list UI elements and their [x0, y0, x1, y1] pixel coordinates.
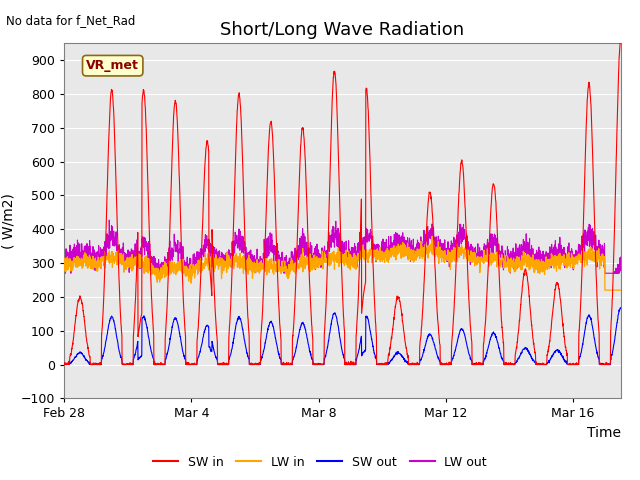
X-axis label: Time: Time: [587, 426, 621, 440]
Text: VR_met: VR_met: [86, 59, 139, 72]
Legend: SW in, LW in, SW out, LW out: SW in, LW in, SW out, LW out: [148, 451, 492, 474]
Text: No data for f_Net_Rad: No data for f_Net_Rad: [6, 14, 136, 27]
Y-axis label: ( W/m2): ( W/m2): [1, 193, 15, 249]
Title: Short/Long Wave Radiation: Short/Long Wave Radiation: [220, 21, 465, 39]
